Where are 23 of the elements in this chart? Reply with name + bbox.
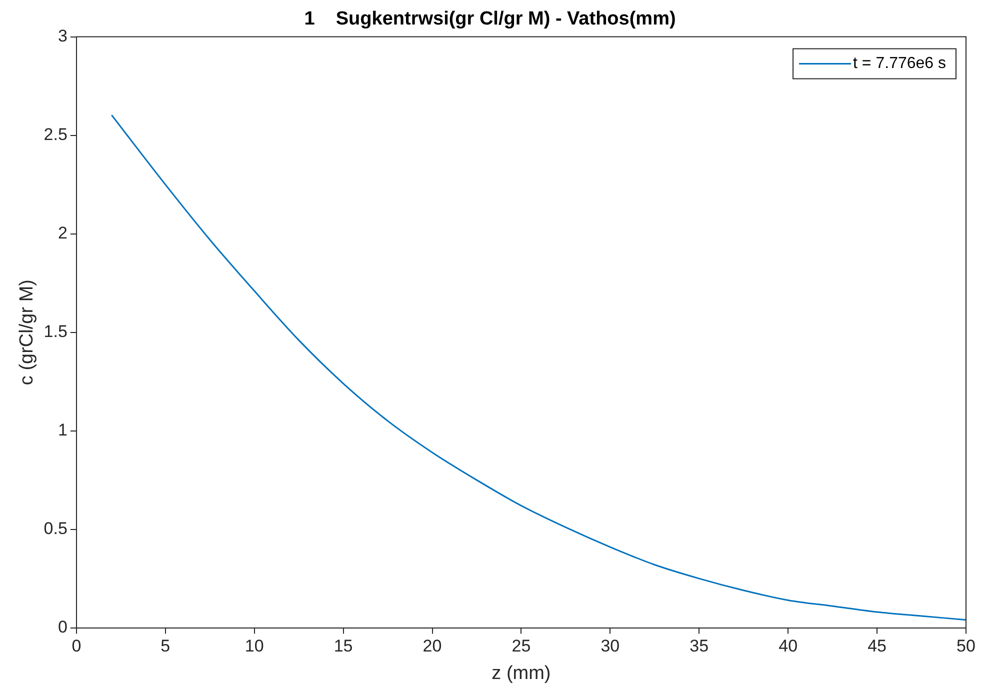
y-tick-label: 0 — [58, 617, 68, 636]
x-tick-label: 15 — [334, 636, 353, 656]
x-tick-label: 20 — [422, 636, 442, 656]
x-axis-title: z (mm) — [492, 662, 551, 684]
y-tick-label: 2.5 — [44, 124, 68, 144]
y-tick-label: 3 — [58, 26, 68, 46]
x-tick-label: 5 — [160, 636, 170, 656]
chart-title: 1 Sugkentrwsi(gr Cl/gr M) - Vathos(mm) — [304, 8, 676, 30]
y-tick-label: 2 — [58, 223, 68, 242]
legend-label: t = 7.776e6 s — [853, 55, 946, 72]
y-axis-title: c (grCl/gr M) — [16, 280, 38, 386]
x-tick-label: 50 — [956, 636, 976, 656]
y-tick-label: 1 — [58, 420, 68, 440]
y-tick-label: 1.5 — [44, 322, 68, 341]
y-tick-label: 0.5 — [44, 518, 68, 538]
x-tick-label: 10 — [244, 636, 264, 656]
x-tick-label: 30 — [600, 636, 620, 656]
x-tick-label: 35 — [690, 636, 709, 656]
x-tick-label: 25 — [512, 636, 531, 656]
line-series — [111, 114, 966, 621]
x-tick-label: 45 — [868, 636, 887, 656]
x-tick-label: 40 — [778, 636, 798, 656]
x-tick-label: 0 — [72, 636, 82, 656]
